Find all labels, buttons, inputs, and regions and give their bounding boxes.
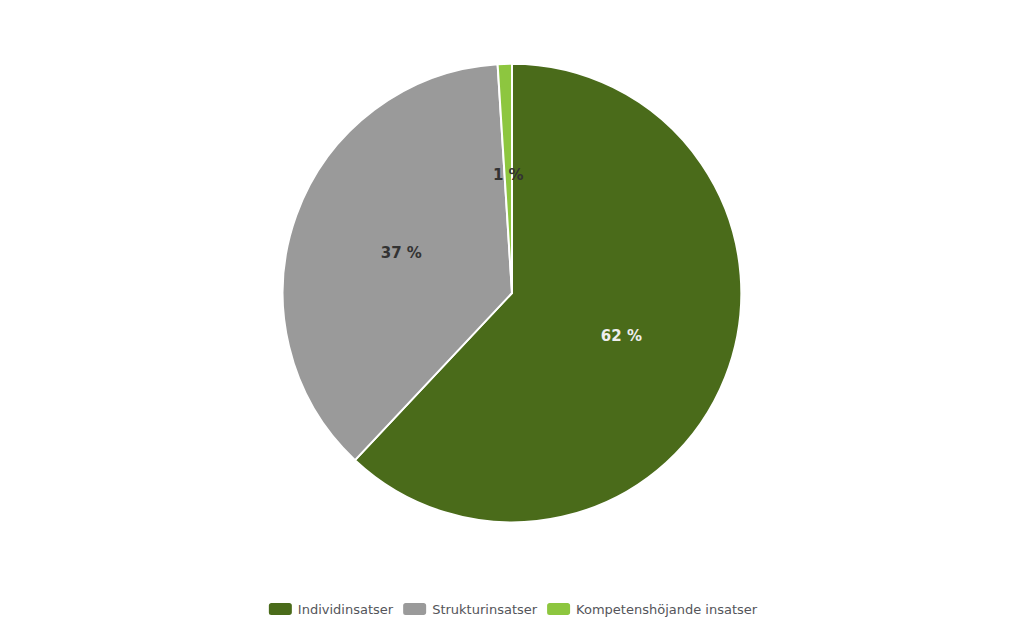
svg-text:1 %: 1 %: [493, 166, 524, 184]
svg-text:37 %: 37 %: [381, 244, 422, 262]
svg-text:Strukturinsatser: Strukturinsatser: [432, 602, 538, 617]
svg-text:Individinsatser: Individinsatser: [298, 602, 394, 617]
svg-text:Kompetenshöjande insatser: Kompetenshöjande insatser: [576, 602, 758, 617]
svg-text:62 %: 62 %: [601, 327, 642, 345]
